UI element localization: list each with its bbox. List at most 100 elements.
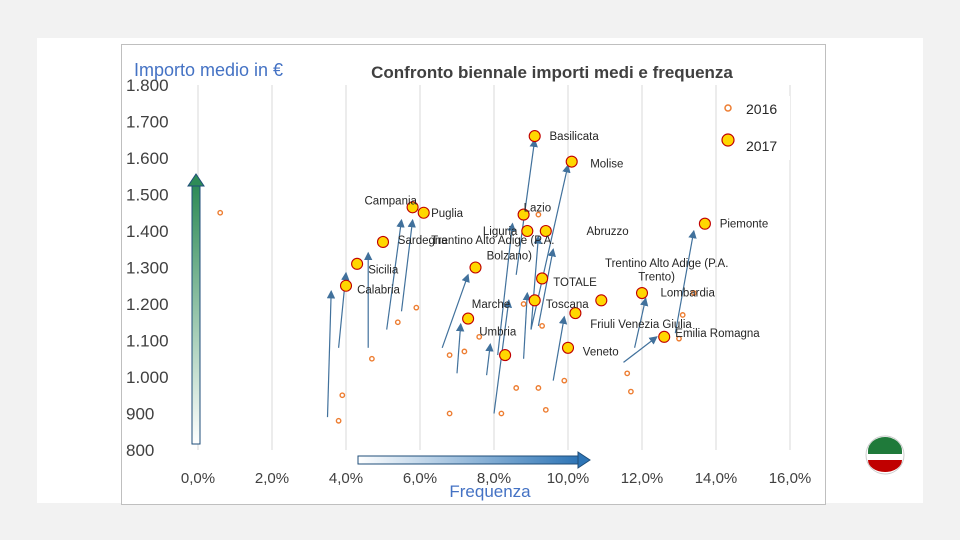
point-2016 xyxy=(446,352,453,358)
point-2017 xyxy=(635,286,649,300)
trend-arrow xyxy=(537,248,556,327)
point-2017 xyxy=(469,261,482,274)
x-tick-label: 2,0% xyxy=(255,470,289,487)
y-tick-label: 800 xyxy=(126,441,154,460)
point-2017 xyxy=(569,307,582,320)
y-tick-label: 1.800 xyxy=(126,76,169,95)
point-2017 xyxy=(376,235,390,248)
legend-label-2016: 2016 xyxy=(746,101,777,117)
point-2016 xyxy=(394,319,401,326)
legend: 2016 2017 xyxy=(721,96,790,160)
point-2016 xyxy=(335,417,342,424)
region-label: Bolzano) xyxy=(487,250,533,262)
region-label: Abruzzo xyxy=(587,226,629,238)
point-2017 xyxy=(517,208,530,221)
x-tick-label: 8,0% xyxy=(477,470,511,487)
y-tick-label: 1.100 xyxy=(126,332,169,351)
trend-arrow xyxy=(400,218,416,312)
region-label: Piemonte xyxy=(720,219,769,231)
y-tick-label: 1.200 xyxy=(126,295,169,314)
trend-arrow xyxy=(455,322,465,374)
chart-frame xyxy=(121,44,826,505)
point-2016 xyxy=(539,322,545,329)
trend-arrow xyxy=(634,297,649,348)
chart-title: Confronto biennale importi medi e freque… xyxy=(371,63,733,82)
point-2016 xyxy=(535,211,542,218)
point-2017 xyxy=(539,224,552,238)
x-tick-label: 16,0% xyxy=(769,470,812,487)
tricolor-badge-icon xyxy=(865,435,905,475)
region-label: Umbria xyxy=(479,326,517,338)
point-2017 xyxy=(406,201,419,214)
region-label: Emilia Romagna xyxy=(675,328,760,340)
trend-arrow xyxy=(497,222,516,356)
legend-marker-2016 xyxy=(724,104,732,112)
trend-arrow xyxy=(674,229,697,334)
point-2016 xyxy=(513,385,520,391)
x-tick-label: 0,0% xyxy=(181,470,215,487)
y-axis-arrow xyxy=(187,173,205,445)
point-2017 xyxy=(417,206,430,219)
point-2016 xyxy=(498,410,505,417)
trend-arrow xyxy=(326,290,336,418)
x-tick-label: 6,0% xyxy=(403,470,437,487)
y-axis-label: Importo medio in € xyxy=(134,60,283,80)
trend-arrow xyxy=(522,291,532,359)
point-2017 xyxy=(536,272,549,285)
point-2017 xyxy=(521,224,534,238)
region-label: Friuli Venezia Giulia xyxy=(590,319,692,331)
region-label: Lazio xyxy=(524,202,552,214)
region-label: Basilicata xyxy=(550,131,600,143)
point-2016 xyxy=(628,388,634,395)
point-2016 xyxy=(624,370,631,377)
y-tick-label: 1.600 xyxy=(126,149,169,168)
region-label: Puglia xyxy=(431,208,464,220)
y-tick-label: 1.000 xyxy=(126,368,169,387)
x-tick-label: 4,0% xyxy=(329,470,363,487)
region-label: Toscana xyxy=(546,299,589,311)
legend-marker-2017 xyxy=(721,133,735,147)
point-2017 xyxy=(698,217,711,230)
point-2016 xyxy=(542,406,549,413)
point-2017 xyxy=(565,155,578,168)
point-2016 xyxy=(690,290,697,296)
trend-arrow xyxy=(552,315,568,381)
region-label: Marche xyxy=(472,299,510,311)
x-tick-label: 12,0% xyxy=(621,470,664,487)
point-2016 xyxy=(561,377,568,384)
legend-label-2017: 2017 xyxy=(746,138,777,154)
point-2017 xyxy=(351,257,364,270)
point-2016 xyxy=(476,333,483,340)
trend-arrow xyxy=(623,336,658,363)
region-label: Molise xyxy=(590,158,623,170)
region-label: Liguria xyxy=(483,226,518,238)
point-2016 xyxy=(217,209,224,216)
point-2016 xyxy=(461,348,468,355)
region-label: Calabria xyxy=(357,284,400,296)
region-label: Trentino Alto Adige (P.A. xyxy=(431,235,554,247)
y-tick-label: 1.400 xyxy=(126,222,169,241)
point-2016 xyxy=(535,385,542,391)
trend-arrow xyxy=(530,235,543,330)
point-2017 xyxy=(658,330,671,343)
point-2016 xyxy=(339,392,346,399)
point-2016 xyxy=(679,312,686,318)
y-tick-label: 1.700 xyxy=(126,113,169,132)
region-label: Sardegna xyxy=(398,235,448,247)
region-label: TOTALE xyxy=(553,277,597,289)
region-label: Sicilia xyxy=(368,264,399,276)
point-2016 xyxy=(413,304,420,311)
region-label: Trento) xyxy=(638,272,675,284)
point-2017 xyxy=(339,279,353,292)
trend-arrow xyxy=(441,273,470,349)
point-2016 xyxy=(368,355,375,362)
point-2017 xyxy=(528,130,541,143)
point-2016 xyxy=(676,335,682,342)
x-tick-label: 10,0% xyxy=(547,470,590,487)
x-tick-label: 14,0% xyxy=(695,470,738,487)
region-label: Campania xyxy=(365,196,418,208)
y-tick-label: 1.300 xyxy=(126,259,169,278)
trend-arrow xyxy=(515,138,538,275)
point-2017 xyxy=(499,349,512,362)
